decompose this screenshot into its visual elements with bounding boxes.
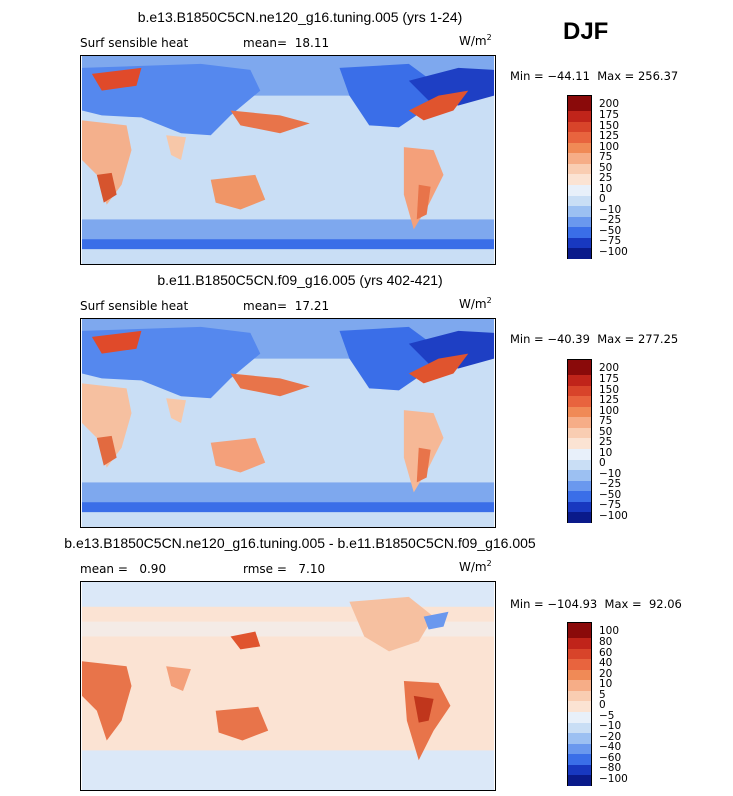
panel-3-colorbar-label: 60 [599, 647, 613, 659]
panel-3-units: W/m2 [459, 559, 492, 574]
panel-1-colorbar-label: 100 [599, 141, 620, 153]
panel-2-colorbar-label: −50 [599, 489, 622, 501]
panel-2-colorbar-label: 0 [599, 457, 606, 469]
panel-2-colorbar-label: 25 [599, 436, 613, 448]
panel-2-colorbar-label: −10 [599, 468, 622, 480]
panel-1-colorbar-label: 150 [599, 120, 620, 132]
panel-1-colorbar-label: 75 [599, 151, 613, 163]
panel-1-map [80, 55, 496, 265]
panel-3-colorbar-label: −20 [599, 731, 622, 743]
panel-1-variable-label: Surf sensible heat [80, 36, 189, 50]
panel-3-mean-value: 0.90 [139, 562, 167, 576]
panel-2-colorbar-label: 10 [599, 447, 613, 459]
panel-2-variable-label: Surf sensible heat [80, 299, 189, 313]
panel-2-colorbar-label: 200 [599, 362, 620, 374]
panel-3-colorbar-label: −100 [599, 773, 628, 785]
panel-3-colorbar-label: 80 [599, 636, 613, 648]
panel-1-colorbar-label: 200 [599, 98, 620, 110]
panel-3-colorbar-label: 40 [599, 657, 613, 669]
panel-3-rmse-value: 7.10 [298, 562, 326, 576]
panel-3-mean-label: mean = 0.90 [80, 562, 167, 576]
panel-2-min-value: −40.39 [547, 332, 590, 346]
panel-1-colorbar-label: 10 [599, 183, 613, 195]
panel-1-colorbar-label: 0 [599, 193, 606, 205]
season-label: DJF [563, 18, 609, 45]
panel-3-colorbar-label: 100 [599, 625, 620, 637]
panel-3-colorbar [567, 622, 592, 786]
panel-1-colorbar-label: −100 [599, 246, 628, 258]
panel-2-colorbar-label: 100 [599, 405, 620, 417]
panel-2-map [80, 318, 496, 528]
panel-3-rmse-label: rmse = 7.10 [243, 562, 326, 576]
panel-1-minmax: Min = −44.11 Max = 256.37 [510, 69, 679, 83]
panel-2-max-value: 277.25 [637, 332, 679, 346]
panel-2-colorbar-label: 175 [599, 373, 620, 385]
panel-1-mean-label: mean= 18.11 [243, 36, 330, 50]
panel-3-colorbar-label: −40 [599, 741, 622, 753]
panel-1-colorbar-label: −50 [599, 225, 622, 237]
panel-3-colorbar-label: 10 [599, 678, 613, 690]
panel-1-colorbar-label: 175 [599, 109, 620, 121]
panel-1-max-value: 256.37 [637, 69, 679, 83]
panel-2-minmax: Min = −40.39 Max = 277.25 [510, 332, 679, 346]
panel-3-min-value: −104.93 [547, 597, 598, 611]
panel-1-colorbar-label: 125 [599, 130, 620, 142]
panel-2-colorbar-label: −25 [599, 478, 622, 490]
panel-1-mean-value: 18.11 [294, 36, 330, 50]
panel-3-title: b.e13.B1850C5CN.ne120_g16.tuning.005 - b… [64, 535, 536, 551]
panel-3-colorbar-label: 0 [599, 699, 606, 711]
panel-3-minmax: Min = −104.93 Max = 92.06 [510, 597, 682, 611]
panel-1-colorbar-label: −75 [599, 235, 622, 247]
panel-2-colorbar-label: −100 [599, 510, 628, 522]
panel-3-map [80, 581, 496, 791]
panel-2-mean-value: 17.21 [294, 299, 330, 313]
panel-3-max-value: 92.06 [648, 597, 682, 611]
panel-2-mean-label: mean= 17.21 [243, 299, 330, 313]
panel-3-colorbar-label: −10 [599, 720, 622, 732]
panel-2-colorbar-label: 150 [599, 384, 620, 396]
panel-1-colorbar-label: 25 [599, 172, 613, 184]
panel-3-colorbar-label: −5 [599, 710, 615, 722]
panel-1-min-value: −44.11 [547, 69, 590, 83]
panel-3-colorbar-label: 5 [599, 689, 606, 701]
panel-2-colorbar [567, 359, 592, 523]
panel-3-colorbar-label: −60 [599, 752, 622, 764]
panel-2-colorbar-label: 75 [599, 415, 613, 427]
panel-2-colorbar-label: 50 [599, 426, 613, 438]
panel-2-title: b.e11.B1850C5CN.f09_g16.005 (yrs 402-421… [157, 272, 443, 288]
panel-1-colorbar-label: 50 [599, 162, 613, 174]
panel-1-colorbar [567, 95, 592, 259]
panel-3-colorbar-label: −80 [599, 762, 622, 774]
panel-2-colorbar-label: −75 [599, 499, 622, 511]
panel-1-units: W/m2 [459, 33, 492, 48]
panel-2-units: W/m2 [459, 296, 492, 311]
panel-2-colorbar-label: 125 [599, 394, 620, 406]
panel-3-colorbar-label: 20 [599, 668, 613, 680]
panel-1-colorbar-label: −10 [599, 204, 622, 216]
panel-1-colorbar-label: −25 [599, 214, 622, 226]
panel-1-title: b.e13.B1850C5CN.ne120_g16.tuning.005 (yr… [137, 9, 463, 25]
